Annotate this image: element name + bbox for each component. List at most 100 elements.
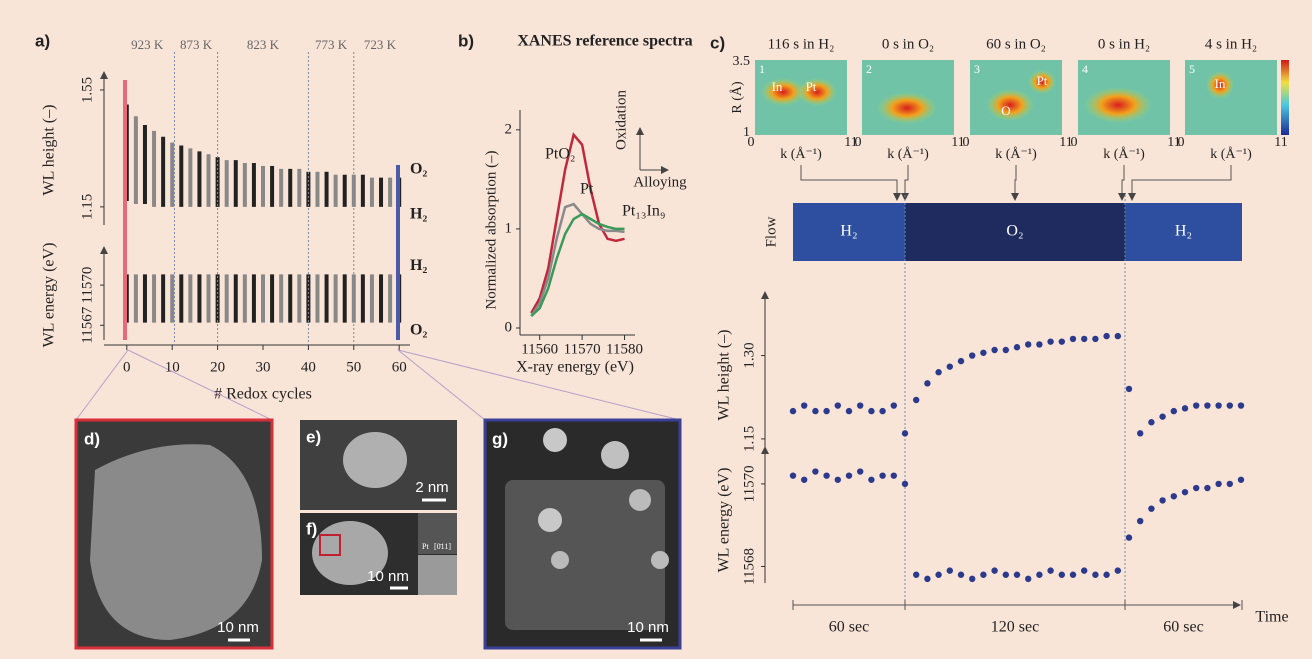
micrograph-e: e) 2 nm	[300, 420, 457, 510]
flow-label: H₂	[840, 223, 857, 240]
data-point	[935, 369, 941, 375]
temperature-label: 773 K	[315, 37, 348, 52]
scale-bar-label: 10 nm	[217, 619, 259, 636]
data-point	[1070, 336, 1076, 342]
data-point	[991, 567, 997, 573]
temperature-label: 823 K	[247, 37, 280, 52]
data-point	[1059, 572, 1065, 578]
time-label: 120 sec	[991, 619, 1039, 636]
map-x-label: k (Å⁻¹)	[780, 146, 822, 162]
x-tick-label: 11570	[564, 341, 601, 357]
data-point	[1238, 402, 1244, 408]
series-label: Pt₁₃In₉	[622, 203, 665, 220]
map	[970, 60, 1062, 135]
y-tick-label: 1.55	[79, 77, 95, 103]
data-point	[902, 430, 908, 436]
y-tick-label: 11570	[79, 267, 95, 304]
data-point	[891, 472, 897, 478]
map-number: 5	[1189, 62, 1195, 76]
data-point	[857, 402, 863, 408]
data-point	[913, 572, 919, 578]
map-x-tick: 0	[963, 135, 970, 150]
data-point	[879, 472, 885, 478]
y-axis-label: Normalized absorption (–)	[483, 150, 499, 309]
connector-arrow	[905, 165, 908, 200]
x-tick-label: 20	[210, 359, 225, 375]
data-point	[980, 350, 986, 356]
element-label: In	[772, 79, 783, 94]
panel-label: b)	[458, 31, 474, 50]
data-point	[1159, 413, 1165, 419]
spectrum-line	[531, 214, 624, 316]
data-point	[1238, 477, 1244, 483]
x-tick-label: 40	[301, 359, 316, 375]
panel-label: a)	[35, 31, 50, 50]
data-point	[1047, 567, 1053, 573]
data-point	[1227, 481, 1233, 487]
map	[862, 60, 954, 135]
data-point	[1070, 572, 1076, 578]
data-point	[812, 468, 818, 474]
data-point	[879, 408, 885, 414]
data-point	[801, 477, 807, 483]
map-y-label: R (Å)	[729, 81, 745, 114]
y-axis-label: WL energy (eV)	[41, 243, 58, 348]
panel-label: c)	[710, 33, 725, 52]
time-label: 60 sec	[1163, 619, 1203, 636]
data-point	[980, 572, 986, 578]
data-point	[1047, 338, 1053, 344]
data-point	[1227, 402, 1233, 408]
data-point	[835, 477, 841, 483]
scale-bar-label: 10 nm	[367, 568, 409, 585]
data-point	[801, 402, 807, 408]
data-point	[1092, 572, 1098, 578]
map-shade	[1185, 60, 1277, 135]
data-point	[1103, 572, 1109, 578]
data-point	[1115, 333, 1121, 339]
connector	[76, 350, 128, 420]
data-point	[1115, 567, 1121, 573]
y-axis-label: WL height (–)	[716, 330, 733, 421]
x-tick-label: 50	[346, 359, 361, 375]
map-x-label: k (Å⁻¹)	[1103, 146, 1145, 162]
data-point	[924, 576, 930, 582]
colorbar	[1281, 60, 1289, 135]
element-label: O	[1001, 103, 1010, 118]
data-point	[1126, 534, 1132, 540]
data-point	[846, 472, 852, 478]
image-label: e)	[306, 427, 321, 446]
map-x-tick: 0	[855, 135, 862, 150]
data-point	[846, 408, 852, 414]
y-axis-label: WL energy (eV)	[716, 468, 733, 573]
data-point	[868, 477, 874, 483]
data-point	[1182, 405, 1188, 411]
data-point	[1137, 430, 1143, 436]
data-point	[902, 481, 908, 487]
data-point	[1003, 347, 1009, 353]
figure: a) b) XANES reference spectra c) # Redox…	[0, 0, 1312, 659]
map-x-tick: 0	[1071, 135, 1078, 150]
connector-arrow	[1132, 165, 1231, 200]
data-point	[1182, 489, 1188, 495]
data-point	[935, 572, 941, 578]
data-point	[1171, 408, 1177, 414]
data-point	[1204, 402, 1210, 408]
data-point	[812, 408, 818, 414]
image-label: g)	[492, 429, 508, 448]
data-point	[1103, 333, 1109, 339]
series-label: H₂	[410, 206, 427, 223]
micrograph-g: g) 10 nm	[485, 420, 680, 648]
map-blob	[877, 92, 937, 124]
map	[1185, 60, 1277, 135]
element-label: Pt	[1037, 73, 1048, 88]
data-point	[835, 402, 841, 408]
series-label: Pt	[580, 181, 594, 198]
data-point	[969, 352, 975, 358]
data-point	[947, 363, 953, 369]
map	[755, 60, 847, 135]
data-point	[1126, 386, 1132, 392]
data-point	[1193, 402, 1199, 408]
x-tick-label: 30	[256, 359, 271, 375]
data-point	[868, 408, 874, 414]
data-point	[1171, 493, 1177, 499]
